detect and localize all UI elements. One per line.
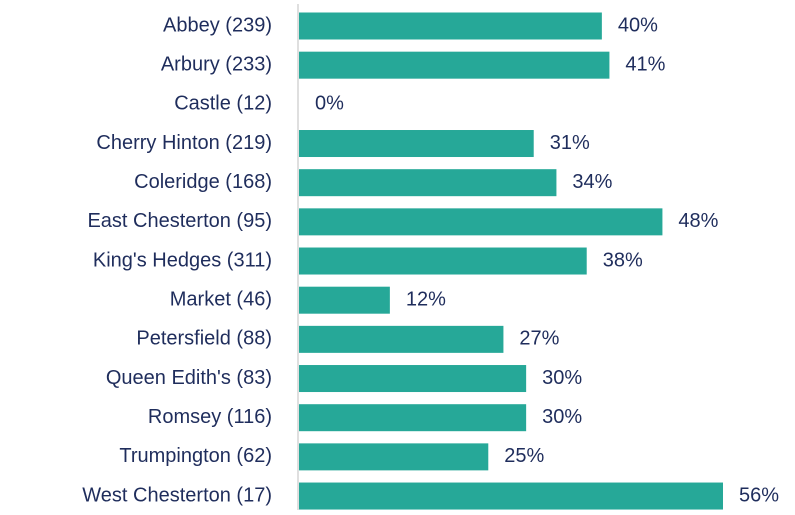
y-tick-label: Arbury (233) bbox=[161, 53, 272, 75]
y-tick-label: West Chesterton (17) bbox=[82, 484, 272, 506]
bar bbox=[299, 286, 390, 314]
y-tick-label: Market (46) bbox=[170, 288, 272, 310]
data-label: 38% bbox=[603, 249, 643, 271]
bar bbox=[299, 12, 602, 40]
y-tick-label: King's Hedges (311) bbox=[93, 249, 272, 271]
data-label: 27% bbox=[519, 328, 559, 350]
y-tick-label: East Chesterton (95) bbox=[87, 210, 272, 232]
y-tick-label: Romsey (116) bbox=[148, 406, 272, 428]
data-label: 48% bbox=[678, 210, 718, 232]
data-label: 25% bbox=[504, 445, 544, 467]
bar bbox=[299, 169, 557, 197]
data-label: 12% bbox=[406, 288, 446, 310]
y-tick-label: Cherry Hinton (219) bbox=[96, 132, 272, 154]
bar bbox=[299, 325, 504, 353]
bar bbox=[299, 247, 587, 275]
data-label: 31% bbox=[550, 132, 590, 154]
bar bbox=[299, 365, 527, 393]
data-label: 41% bbox=[625, 53, 665, 75]
bar bbox=[299, 443, 489, 471]
y-tick-label: Petersfield (88) bbox=[136, 328, 272, 350]
y-tick-label: Abbey (239) bbox=[163, 14, 272, 36]
data-label: 56% bbox=[739, 484, 779, 506]
data-label: 0% bbox=[315, 93, 344, 115]
bar bbox=[299, 130, 534, 158]
data-label: 30% bbox=[542, 406, 582, 428]
y-tick-label: Coleridge (168) bbox=[134, 171, 272, 193]
data-label: 34% bbox=[572, 171, 612, 193]
data-label: 30% bbox=[542, 367, 582, 389]
y-tick-label: Castle (12) bbox=[174, 93, 272, 115]
bar bbox=[299, 404, 527, 432]
data-label: 40% bbox=[618, 14, 658, 36]
bar bbox=[299, 208, 663, 236]
bar bbox=[299, 482, 723, 510]
bar bbox=[299, 51, 610, 79]
y-tick-label: Queen Edith's (83) bbox=[106, 367, 272, 389]
y-tick-label: Trumpington (62) bbox=[119, 445, 272, 467]
